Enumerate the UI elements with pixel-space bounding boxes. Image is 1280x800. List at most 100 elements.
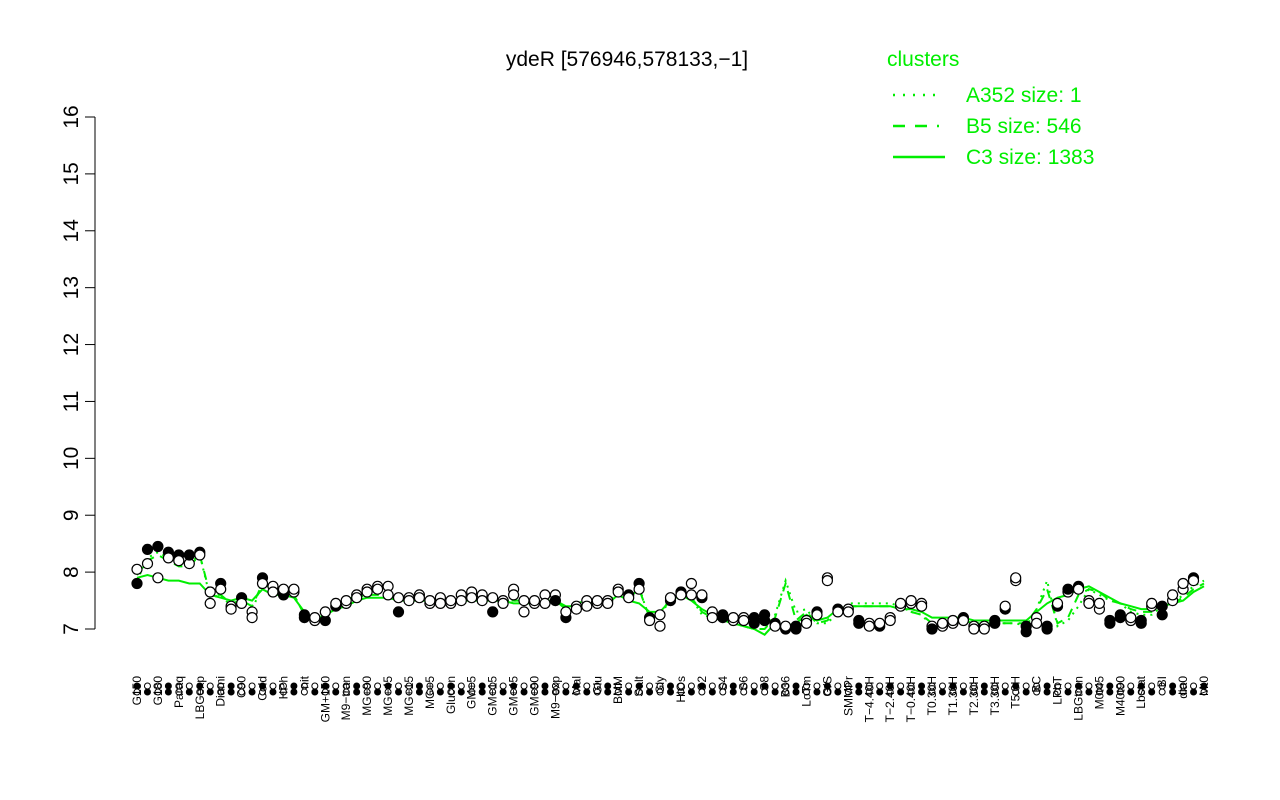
- data-point: [1135, 614, 1147, 627]
- data-point: [413, 592, 425, 604]
- data-points: [131, 540, 1200, 638]
- data-point: [246, 611, 258, 624]
- x-rug-mark: [227, 688, 235, 696]
- x-rug-mark: [279, 688, 287, 696]
- data-point: [194, 549, 206, 561]
- x-tick-label: Glucon: [444, 676, 458, 714]
- data-point: [434, 597, 446, 610]
- y-tick-label: 10: [60, 447, 83, 470]
- x-rug-mark: [813, 682, 821, 690]
- x-rug-mark: [551, 688, 559, 696]
- x-rug-mark: [353, 688, 361, 696]
- x-rug-mark: [1022, 688, 1030, 696]
- legend-label-c3: C3 size: 1383: [966, 146, 1094, 169]
- x-rug-mark: [1085, 682, 1093, 690]
- data-point: [758, 614, 771, 627]
- data-point: [183, 549, 195, 561]
- legend-title: clusters: [887, 48, 959, 71]
- data-point: [685, 589, 698, 601]
- x-rug-mark: [217, 688, 225, 696]
- data-point: [455, 594, 467, 607]
- x-rug-mark: [834, 688, 842, 696]
- x-rug-mark: [374, 688, 382, 696]
- x-tick-label: T−2.40H: [883, 676, 897, 722]
- data-point: [863, 620, 875, 632]
- data-point: [288, 583, 300, 595]
- x-rug-mark: [478, 682, 486, 690]
- x-rug-mark: [1148, 682, 1156, 690]
- x-tick-label: BC: [1030, 676, 1044, 693]
- x-rug-mark: [729, 688, 737, 696]
- x-rug-mark: [531, 688, 539, 696]
- y-tick-label: 11: [60, 391, 83, 413]
- data-point: [392, 606, 405, 618]
- x-rug-mark: [436, 682, 444, 690]
- x-rug-mark: [991, 688, 999, 696]
- x-rug-mark: [938, 688, 946, 696]
- x-rug-mark: [164, 688, 172, 696]
- x-tick-label: GM+150: [318, 676, 332, 723]
- x-rug-mark: [855, 688, 863, 696]
- data-point: [560, 606, 572, 618]
- x-rug-mark: [1012, 688, 1020, 696]
- data-point: [936, 617, 949, 629]
- x-rug-mark: [1200, 688, 1208, 696]
- data-point: [769, 620, 781, 632]
- x-rug-mark: [321, 688, 329, 696]
- x-rug-mark: [761, 688, 769, 696]
- data-point: [528, 594, 541, 607]
- data-point: [487, 592, 499, 604]
- data-point: [445, 594, 457, 607]
- x-tick-label: Glu: [590, 676, 604, 695]
- x-rug-mark: [792, 682, 800, 690]
- data-point: [800, 617, 813, 629]
- data-point: [1114, 611, 1126, 624]
- data-point: [361, 586, 373, 598]
- x-rug-mark: [897, 682, 905, 690]
- data-point: [989, 614, 1001, 627]
- x-rug-mark: [269, 682, 277, 690]
- data-point: [403, 594, 415, 607]
- x-rug-mark: [541, 688, 549, 696]
- x-tick-label: T3.30H: [988, 676, 1002, 715]
- x-rug-mark: [133, 688, 141, 696]
- data-point: [372, 583, 384, 595]
- data-point: [487, 606, 499, 618]
- x-rug-mark: [426, 688, 434, 696]
- x-rug-mark: [750, 688, 758, 696]
- x-rug-mark: [478, 688, 486, 696]
- data-point: [1051, 597, 1064, 610]
- y-tick-label: 14: [60, 219, 83, 243]
- x-rug-mark: [646, 682, 654, 690]
- x-rug-mark: [1001, 682, 1009, 690]
- x-rug-mark: [604, 688, 612, 696]
- data-point: [581, 600, 593, 612]
- data-point: [351, 592, 363, 604]
- data-point: [225, 603, 237, 615]
- data-point: [853, 614, 865, 627]
- data-point: [821, 574, 834, 587]
- data-point: [539, 597, 551, 610]
- x-rug-mark: [269, 688, 277, 696]
- x-rug-mark: [196, 688, 204, 696]
- x-tick-label: GM+5: [465, 676, 479, 709]
- x-rug-mark: [353, 682, 361, 690]
- x-rug-mark: [980, 688, 988, 696]
- x-rug-mark: [248, 682, 256, 690]
- x-rug-mark: [143, 688, 151, 696]
- x-tick-label: S4: [716, 676, 730, 691]
- x-rug-mark: [698, 688, 706, 696]
- x-tick-label: G180: [151, 676, 165, 706]
- x-tick-label: GM+90: [528, 676, 542, 716]
- x-rug-mark: [185, 682, 193, 690]
- x-rug-mark: [1064, 688, 1072, 696]
- x-rug-mark: [792, 688, 800, 696]
- x-rug-mark: [562, 682, 570, 690]
- x-rug-mark: [729, 682, 737, 690]
- x-rug-mark: [1001, 688, 1009, 696]
- x-tick-label: G150: [130, 676, 144, 706]
- data-point: [947, 614, 959, 627]
- x-rug-mark: [750, 682, 758, 690]
- x-tick-label: B36: [779, 676, 793, 698]
